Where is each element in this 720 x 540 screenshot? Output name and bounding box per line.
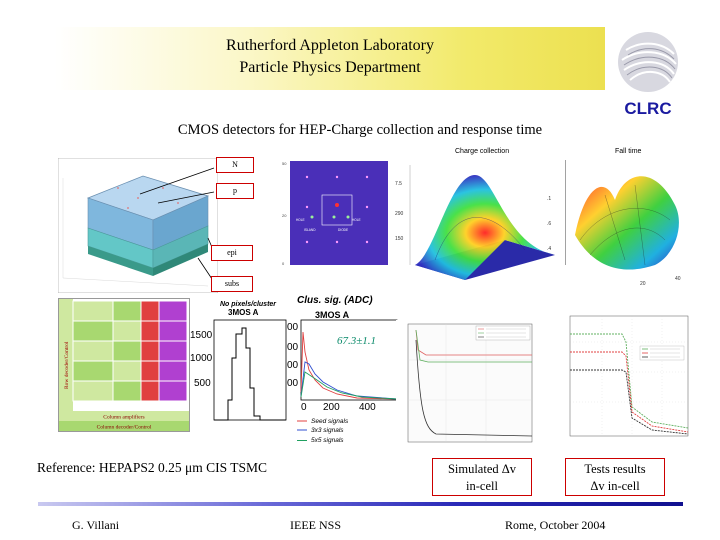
test-results-plot xyxy=(562,312,692,447)
device-3d-model xyxy=(58,158,218,293)
chip-side-label: Row decoder/Control xyxy=(64,341,70,389)
svg-text:40: 40 xyxy=(675,276,681,282)
label-subs: subs xyxy=(211,276,253,292)
clus-ytick-4: 00 xyxy=(287,378,299,389)
clus-value: 67.3±1.1 xyxy=(337,335,376,347)
svg-text:HOLE: HOLE xyxy=(296,218,305,222)
legend-5x5: 5x5 signals xyxy=(297,437,344,444)
svg-text:20: 20 xyxy=(282,213,287,218)
title-line-2: Particle Physics Department xyxy=(239,59,421,76)
clus-xtick-200: 200 xyxy=(323,402,340,413)
charge-plot-title: Charge collection xyxy=(455,148,509,155)
title-line-1: Rutherford Appleton Laboratory xyxy=(226,37,434,54)
clus-ytick-2: 00 xyxy=(287,342,299,353)
svg-text:0: 0 xyxy=(282,261,285,266)
cluster-signal-plot: Clus. sig. (ADC) 3MOS A 67.3±1.1 00 00 0… xyxy=(287,292,402,437)
reference-text: Reference: HEPAPS2 0.25 μm CIS TSMC xyxy=(37,460,268,475)
svg-text:50: 50 xyxy=(282,161,287,166)
charge-collection-surface: Charge collection 290 150 7.5 xyxy=(395,148,555,280)
pixel-layout-map: HOLE HOLE ISLAND DIODE 50 20 0 xyxy=(282,157,392,272)
svg-text:.6: .6 xyxy=(547,221,551,227)
footer-event: IEEE NSS xyxy=(290,518,341,532)
simulated-dv-line-2: in-cell xyxy=(466,479,498,493)
tests-results-line-2: Δv in-cell xyxy=(590,479,640,493)
chip-bottom-label-2: Column decoder/Control xyxy=(97,425,152,431)
chip-floorplan: Row decoder/Control Column amplifier xyxy=(58,298,190,432)
clrc-logo: CLRC xyxy=(618,32,678,118)
clus-subtitle: 3MOS A xyxy=(315,310,350,320)
simulated-dv-line-1: Simulated Δv xyxy=(447,462,517,476)
svg-text:150: 150 xyxy=(395,236,404,242)
footer-divider xyxy=(38,502,683,506)
logo-text: CLRC xyxy=(624,99,671,118)
fall-time-surface: Fall time .1 .6 .4 20 40 xyxy=(547,148,681,287)
cluster-histogram: No pixels/cluster 3MOS A 1500 1000 500 xyxy=(190,298,290,430)
label-epi: epi xyxy=(211,245,253,261)
simulated-dv-box: Simulated Δv in-cell xyxy=(432,458,532,496)
svg-text:7.5: 7.5 xyxy=(395,181,402,187)
svg-text:290: 290 xyxy=(395,211,404,217)
tests-results-line-1: Tests results xyxy=(584,462,646,476)
svg-text:.1: .1 xyxy=(547,196,551,202)
chip-bottom-label-1: Column amplifiers xyxy=(103,414,144,421)
hist-subtitle: 3MOS A xyxy=(228,308,259,317)
clus-xtick-0: 0 xyxy=(301,402,307,413)
clus-xtick-400: 400 xyxy=(359,402,376,413)
clus-ytick-3: 00 xyxy=(287,360,299,371)
svg-text:HOLE: HOLE xyxy=(352,218,361,222)
footer-place-date: Rome, October 2004 xyxy=(505,518,606,532)
clus-ytick-1: 00 xyxy=(287,322,299,333)
label-n: N xyxy=(216,157,254,173)
legend-seed: Seed signals xyxy=(311,418,349,425)
svg-text:ISLAND: ISLAND xyxy=(304,228,316,232)
label-p: p xyxy=(216,183,254,199)
fall-plot-title: Fall time xyxy=(615,148,642,155)
svg-text:.4: .4 xyxy=(547,246,551,252)
legend-3x3: 3x3 signals xyxy=(311,427,344,434)
footer-author: G. Villani xyxy=(72,518,120,532)
hist-ytick-1500: 1500 xyxy=(190,330,213,341)
hist-ytick-500: 500 xyxy=(194,378,211,389)
hist-ytick-1000: 1000 xyxy=(190,353,213,364)
svg-text:20: 20 xyxy=(640,281,646,287)
simulated-dv-plot xyxy=(396,320,536,450)
title-banner: Rutherford Appleton Laboratory Particle … xyxy=(55,27,605,90)
hist-title: No pixels/cluster xyxy=(220,301,277,308)
clus-title: Clus. sig. (ADC) xyxy=(297,295,373,306)
svg-text:DIODE: DIODE xyxy=(338,228,348,232)
tests-results-box: Tests results Δv in-cell xyxy=(565,458,665,496)
slide-subtitle: CMOS detectors for HEP-Charge collection… xyxy=(177,122,543,138)
